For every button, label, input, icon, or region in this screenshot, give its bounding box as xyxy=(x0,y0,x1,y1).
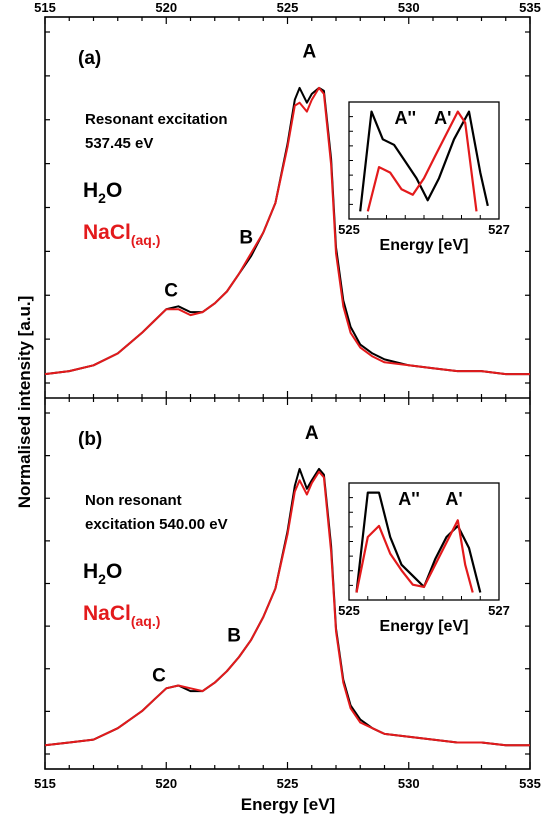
inset-x-axis-label: Energy [eV] xyxy=(380,618,469,635)
inset-series-line-h2o xyxy=(359,110,489,212)
peak-label-c: C xyxy=(152,665,166,686)
peak-label-c: C xyxy=(164,280,178,301)
panel-b: (b) A B C Non resonant excitation 540.00 eV H2… xyxy=(44,412,530,755)
excitation-annotation: Resonant excitation xyxy=(85,111,228,128)
inset-peak-label: A'' xyxy=(398,489,420,509)
peak-label-b: B xyxy=(227,626,241,647)
top-x-tick-label: 520 xyxy=(155,0,177,15)
peak-label-a: A xyxy=(302,41,316,62)
bottom-x-tick-label: 525 xyxy=(277,776,299,791)
inset-x-tick-label: 527 xyxy=(488,603,510,618)
bottom-x-tick-label: 520 xyxy=(155,776,177,791)
peak-label-b: B xyxy=(239,227,253,248)
top-x-tick-label: 525 xyxy=(277,0,299,15)
bottom-x-tick-label: 515 xyxy=(34,776,56,791)
inset: A'' A' 525 527 Energy [eV] xyxy=(338,101,510,254)
panels-group: 515 515 520 520 525 525 530 530 535 535 (a) A B C Reso… xyxy=(34,0,541,791)
inset-peak-label: A' xyxy=(434,108,451,128)
legend-entry-nacl: NaCl(aq.) xyxy=(83,221,160,248)
top-x-tick-label: 535 xyxy=(519,0,541,15)
inset-series-line-nacl xyxy=(355,519,474,593)
top-x-tick-label: 530 xyxy=(398,0,420,15)
inset-x-axis-label: Energy [eV] xyxy=(380,237,469,254)
top-x-tick-label: 515 xyxy=(34,0,56,15)
inset-peak-label: A' xyxy=(445,489,462,509)
series-line-nacl xyxy=(44,86,530,376)
legend-entry-h2o: H2O xyxy=(83,179,122,206)
peak-label-a: A xyxy=(305,423,319,444)
legend-entry-h2o: H2O xyxy=(83,560,122,587)
inset: A'' A' 525 527 Energy [eV] xyxy=(338,482,510,635)
inset-peak-label: A'' xyxy=(394,108,416,128)
excitation-annotation: excitation 540.00 eV xyxy=(85,516,228,533)
excitation-annotation: Non resonant xyxy=(85,492,182,509)
inset-series-line-nacl xyxy=(366,110,478,212)
panel-label: (b) xyxy=(78,429,102,450)
bottom-x-tick-label: 530 xyxy=(398,776,420,791)
bottom-x-tick-label: 535 xyxy=(519,776,541,791)
inset-frame xyxy=(348,482,500,601)
legend-entry-nacl: NaCl(aq.) xyxy=(83,602,160,629)
panel-a: (a) A B C Resonant excitation 537.45 eV H2O NaC… xyxy=(44,31,530,384)
inset-x-tick-label: 527 xyxy=(488,222,510,237)
panel-label: (a) xyxy=(78,48,101,69)
series-line-nacl xyxy=(44,470,530,747)
inset-x-tick-label: 525 xyxy=(338,603,360,618)
inset-x-tick-label: 525 xyxy=(338,222,360,237)
excitation-annotation: 537.45 eV xyxy=(85,135,153,152)
y-axis-label: Normalised intensity [a.u.] xyxy=(15,296,34,509)
x-axis-label: Energy [eV] xyxy=(241,795,335,814)
